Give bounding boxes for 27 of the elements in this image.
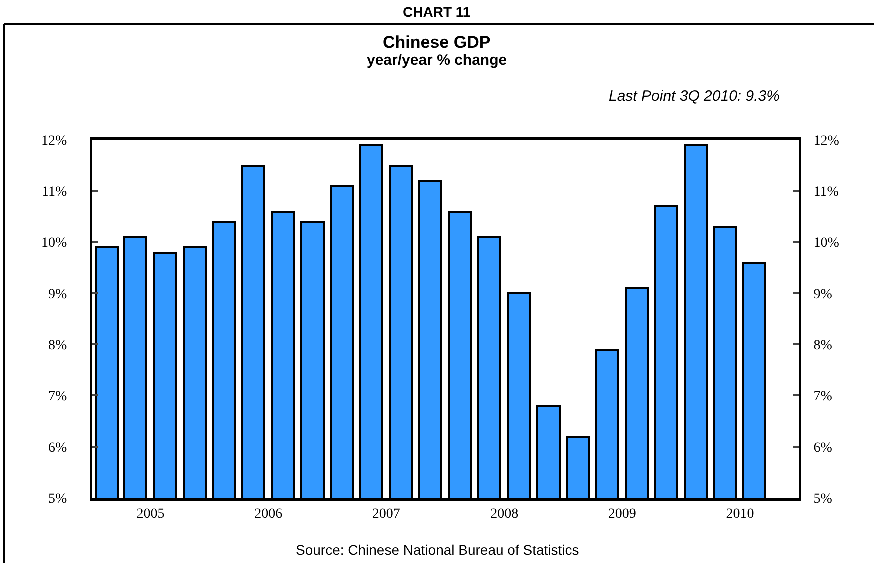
x-tick-label: 2009 — [608, 506, 636, 522]
y2-tick-label: 11% — [814, 185, 840, 200]
y-tick-label: 5% — [48, 492, 68, 507]
chart-title: Chinese GDP — [383, 33, 491, 52]
x-tick-label: 2006 — [254, 506, 283, 522]
y2-tick-label: 9% — [814, 287, 833, 302]
y2-tick-label: 7% — [814, 390, 833, 405]
caption: CHART 11 — [403, 4, 471, 20]
source-note: Source: Chinese National Bureau of Statistics — [296, 542, 580, 558]
y2-tick-label: 10% — [814, 236, 840, 252]
y-tick-label: 10% — [42, 236, 68, 252]
y-tick-label: 11% — [42, 185, 68, 200]
y-tick-label: 6% — [48, 440, 68, 456]
y2-tick-label: 5% — [814, 492, 833, 507]
y-tick-label: 8% — [48, 338, 68, 354]
text: Last Point 3Q 2010: 9.3% — [609, 88, 780, 105]
y-tick-label: 9% — [48, 287, 68, 302]
y2-tick-label: 12% — [814, 134, 840, 149]
x-tick-label: 2010 — [726, 506, 754, 522]
x-tick-label: 2007 — [372, 506, 400, 522]
y2-tick-label: 6% — [814, 440, 833, 456]
x-tick-label: 2008 — [490, 506, 519, 522]
y-tick-label: 7% — [48, 390, 68, 405]
chart-subtitle: year/year % change — [367, 52, 508, 69]
x-tick-label: 2005 — [136, 506, 165, 522]
y-tick-label: 12% — [42, 134, 68, 149]
y2-tick-label: 8% — [814, 338, 833, 354]
